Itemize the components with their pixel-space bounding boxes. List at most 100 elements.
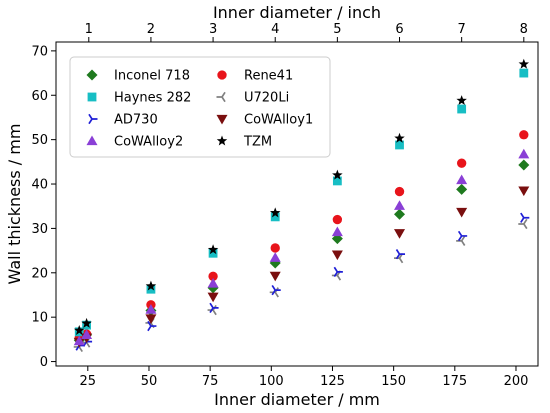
x2-tick-label: 8 xyxy=(520,22,528,37)
legend: Inconel 718 Rene41 Haynes 282 U720Li AD730 Co… xyxy=(69,56,331,158)
legend-label: AD730 xyxy=(114,113,158,128)
data-point xyxy=(456,174,468,185)
y-axis-label: Wall thickness / mm xyxy=(5,124,24,285)
data-point xyxy=(331,250,343,261)
data-point xyxy=(519,130,529,140)
x2-tick-label: 7 xyxy=(458,22,466,37)
series-inconel-718 xyxy=(73,159,530,346)
data-point xyxy=(208,271,218,282)
legend-label: CoWAlloy1 xyxy=(244,113,313,128)
legend-label: Haynes 282 xyxy=(114,91,191,106)
data-point xyxy=(394,208,406,220)
y-tick-label: 0 xyxy=(40,355,48,370)
x2-axis-label: Inner diameter / inch xyxy=(213,3,381,22)
data-point xyxy=(456,158,467,168)
data-point xyxy=(81,317,92,328)
x-tick-label: 100 xyxy=(259,374,284,389)
data-point xyxy=(145,280,157,291)
legend-marker xyxy=(86,135,98,146)
data-point xyxy=(271,284,281,296)
legend-label: TZM xyxy=(243,135,272,150)
data-point xyxy=(270,243,280,253)
x2-tick-label: 6 xyxy=(395,22,403,37)
series-cowalloy2 xyxy=(73,148,530,346)
data-point xyxy=(269,207,281,218)
x-tick-label: 150 xyxy=(381,374,406,389)
data-point xyxy=(457,104,467,114)
y-tick-label: 70 xyxy=(31,44,48,59)
data-point xyxy=(331,226,343,237)
data-point xyxy=(394,229,406,239)
data-point xyxy=(518,58,530,69)
data-point xyxy=(457,230,468,242)
y-tick-label: 20 xyxy=(31,266,48,281)
legend-label: Rene41 xyxy=(244,69,293,84)
data-point xyxy=(456,183,468,195)
x-tick-label: 175 xyxy=(442,374,467,389)
data-point xyxy=(146,284,156,294)
legend-label: CoWAlloy2 xyxy=(114,135,183,150)
legend-label: U720Li xyxy=(244,91,289,106)
data-point xyxy=(147,320,157,332)
axis-ticks: 25 50 75 100 125 150 175 200 1 2 3 4 5 6 7 8 0 10 20 30 40 50… xyxy=(31,22,528,389)
data-point xyxy=(395,249,406,260)
data-point xyxy=(332,169,343,180)
x-tick-label: 125 xyxy=(320,374,345,389)
data-point xyxy=(73,335,85,346)
data-point xyxy=(518,186,530,197)
y-tick-label: 30 xyxy=(31,222,48,237)
data-point xyxy=(332,214,343,225)
data-point xyxy=(520,212,530,223)
data-point xyxy=(519,68,529,78)
data-point xyxy=(145,314,157,325)
data-point xyxy=(456,95,467,106)
legend-marker xyxy=(216,91,226,103)
legend-marker xyxy=(87,92,97,102)
data-point xyxy=(207,244,219,255)
legend-box xyxy=(69,56,331,158)
legend-label: Inconel 718 xyxy=(114,69,190,84)
data-point xyxy=(269,271,281,282)
data-point xyxy=(394,200,406,210)
legend-marker xyxy=(216,114,228,125)
y-tick-label: 10 xyxy=(31,311,48,326)
data-point xyxy=(456,207,468,218)
data-point xyxy=(209,302,219,313)
data-points xyxy=(73,58,530,353)
series-tzm xyxy=(74,58,530,335)
x-tick-label: 75 xyxy=(202,374,219,389)
data-point xyxy=(208,248,218,258)
legend-marker xyxy=(88,113,98,125)
data-point xyxy=(332,176,342,186)
data-point xyxy=(333,266,343,278)
data-point xyxy=(145,304,157,314)
legend-marker xyxy=(216,135,228,146)
x-tick-label: 25 xyxy=(80,374,97,389)
data-point xyxy=(74,324,85,335)
data-point xyxy=(394,186,405,197)
data-point xyxy=(207,277,219,288)
x2-tick-label: 4 xyxy=(271,22,279,37)
legend-marker xyxy=(217,70,227,80)
series-ad730 xyxy=(75,212,530,351)
x2-tick-label: 1 xyxy=(85,22,93,37)
data-point xyxy=(394,132,405,143)
data-point xyxy=(207,292,219,303)
x2-tick-label: 2 xyxy=(147,22,155,37)
data-point xyxy=(395,140,404,150)
data-point xyxy=(270,212,280,222)
data-point xyxy=(518,218,528,230)
x-tick-label: 200 xyxy=(504,374,529,389)
data-point xyxy=(518,148,530,159)
data-point xyxy=(518,159,530,171)
x2-tick-label: 5 xyxy=(333,22,341,37)
legend-marker xyxy=(86,69,98,81)
x-tick-label: 50 xyxy=(141,374,158,389)
data-point xyxy=(269,252,281,262)
series-cowalloy1 xyxy=(73,186,530,348)
plot-frame xyxy=(55,41,539,367)
y-tick-label: 40 xyxy=(31,178,48,193)
x2-tick-label: 3 xyxy=(209,22,217,37)
y-tick-label: 60 xyxy=(31,89,48,104)
